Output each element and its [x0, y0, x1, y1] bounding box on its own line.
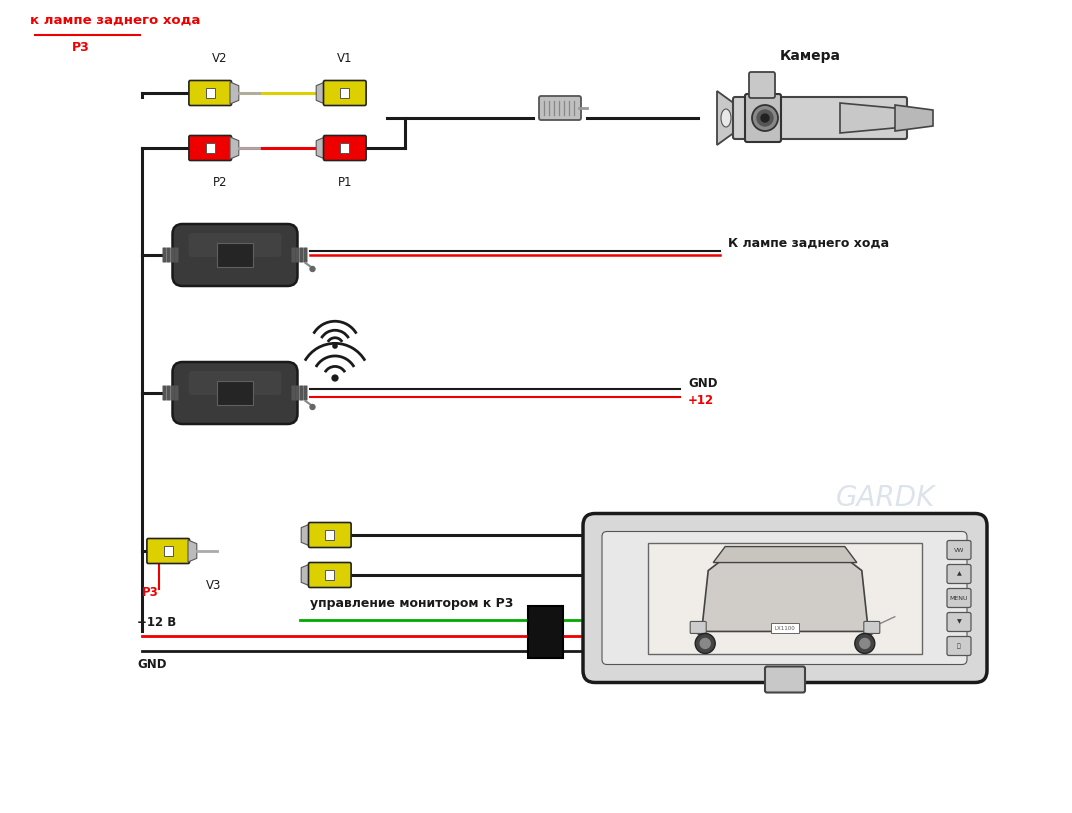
Polygon shape	[694, 560, 877, 636]
FancyBboxPatch shape	[690, 621, 706, 633]
FancyBboxPatch shape	[189, 80, 232, 106]
Text: P2: P2	[212, 176, 227, 189]
FancyBboxPatch shape	[303, 247, 308, 263]
FancyBboxPatch shape	[292, 385, 296, 401]
Circle shape	[751, 105, 778, 131]
FancyBboxPatch shape	[745, 94, 781, 142]
FancyBboxPatch shape	[147, 538, 190, 563]
FancyBboxPatch shape	[170, 385, 175, 401]
FancyBboxPatch shape	[206, 89, 214, 98]
FancyBboxPatch shape	[947, 541, 971, 559]
FancyBboxPatch shape	[170, 247, 175, 263]
FancyBboxPatch shape	[733, 97, 907, 139]
FancyBboxPatch shape	[539, 96, 581, 120]
Polygon shape	[717, 91, 735, 145]
FancyBboxPatch shape	[947, 612, 971, 632]
FancyBboxPatch shape	[217, 242, 253, 267]
Text: GARDK: GARDK	[835, 484, 935, 512]
FancyBboxPatch shape	[947, 589, 971, 607]
FancyBboxPatch shape	[947, 564, 971, 584]
Text: ▼: ▼	[956, 620, 962, 624]
Polygon shape	[713, 546, 857, 563]
Text: управление монитором к P3: управление монитором к P3	[310, 597, 513, 610]
Polygon shape	[895, 105, 933, 131]
FancyBboxPatch shape	[749, 72, 775, 98]
FancyBboxPatch shape	[163, 385, 166, 401]
Text: LX1100: LX1100	[775, 626, 795, 631]
Circle shape	[854, 633, 875, 654]
Text: V3: V3	[206, 579, 222, 592]
FancyBboxPatch shape	[325, 571, 334, 580]
FancyBboxPatch shape	[164, 546, 173, 555]
FancyBboxPatch shape	[206, 143, 214, 153]
Circle shape	[310, 405, 315, 410]
Text: GND: GND	[688, 376, 717, 389]
FancyBboxPatch shape	[947, 637, 971, 655]
Text: MENU: MENU	[950, 595, 968, 601]
FancyBboxPatch shape	[175, 385, 179, 401]
FancyBboxPatch shape	[864, 621, 880, 633]
Text: VW: VW	[954, 547, 964, 553]
Text: +12 В: +12 В	[137, 616, 176, 629]
FancyBboxPatch shape	[296, 385, 299, 401]
Circle shape	[700, 638, 710, 649]
FancyBboxPatch shape	[173, 224, 298, 286]
Text: ▲: ▲	[956, 572, 962, 576]
Circle shape	[333, 344, 337, 348]
FancyBboxPatch shape	[309, 523, 352, 547]
Polygon shape	[840, 103, 905, 133]
Text: GND: GND	[137, 658, 166, 671]
Polygon shape	[301, 524, 310, 546]
FancyBboxPatch shape	[309, 563, 352, 588]
Circle shape	[696, 633, 715, 654]
Circle shape	[860, 638, 869, 649]
Polygon shape	[316, 137, 325, 159]
Polygon shape	[301, 564, 310, 586]
FancyBboxPatch shape	[189, 233, 282, 257]
FancyBboxPatch shape	[189, 371, 282, 395]
FancyBboxPatch shape	[166, 385, 170, 401]
Text: V2: V2	[212, 52, 227, 65]
Polygon shape	[230, 137, 239, 159]
FancyBboxPatch shape	[163, 247, 166, 263]
FancyBboxPatch shape	[765, 667, 805, 693]
Circle shape	[332, 375, 338, 381]
Circle shape	[310, 267, 315, 272]
Text: К лампе заднего хода: К лампе заднего хода	[728, 237, 889, 250]
Text: Камера: Камера	[779, 49, 840, 63]
FancyBboxPatch shape	[217, 380, 253, 406]
FancyBboxPatch shape	[189, 136, 232, 160]
Text: +12: +12	[688, 393, 714, 406]
Text: ⭘: ⭘	[957, 643, 961, 649]
Circle shape	[761, 114, 769, 122]
Ellipse shape	[721, 109, 731, 127]
Text: P1: P1	[338, 176, 353, 189]
FancyBboxPatch shape	[324, 136, 367, 160]
Polygon shape	[316, 82, 325, 104]
FancyBboxPatch shape	[583, 514, 987, 682]
FancyBboxPatch shape	[303, 385, 308, 401]
FancyBboxPatch shape	[602, 532, 967, 664]
FancyBboxPatch shape	[292, 247, 296, 263]
FancyBboxPatch shape	[166, 247, 170, 263]
Text: V1: V1	[338, 52, 353, 65]
FancyBboxPatch shape	[299, 385, 303, 401]
Circle shape	[757, 110, 773, 126]
FancyBboxPatch shape	[528, 606, 563, 658]
Text: к лампе заднего хода: к лампе заднего хода	[30, 14, 200, 27]
Polygon shape	[230, 82, 239, 104]
FancyBboxPatch shape	[324, 80, 367, 106]
FancyBboxPatch shape	[771, 624, 799, 633]
FancyBboxPatch shape	[173, 362, 298, 424]
FancyBboxPatch shape	[299, 247, 303, 263]
FancyBboxPatch shape	[647, 542, 922, 654]
FancyBboxPatch shape	[325, 530, 334, 540]
FancyBboxPatch shape	[340, 89, 349, 98]
FancyBboxPatch shape	[296, 247, 299, 263]
FancyBboxPatch shape	[175, 247, 179, 263]
Text: P3: P3	[142, 586, 159, 599]
FancyBboxPatch shape	[340, 143, 349, 153]
Text: P3: P3	[72, 41, 90, 54]
Polygon shape	[188, 540, 197, 562]
